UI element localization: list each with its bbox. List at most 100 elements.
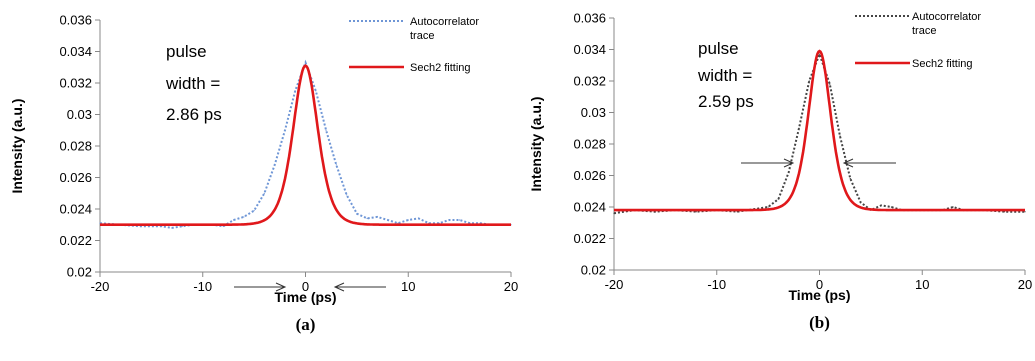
y-tick-label: 0.03	[67, 107, 92, 122]
y-tick-label: 0.024	[59, 202, 92, 217]
trace-data-point	[818, 53, 821, 55]
width-arrow-head	[333, 282, 345, 292]
width-arrow-head	[783, 158, 795, 168]
legend-label: Autocorrelator	[410, 16, 479, 28]
x-axis-title: Time (ps)	[275, 289, 337, 305]
series-sech2-fitting	[614, 49, 1025, 212]
trace-data-point	[952, 206, 954, 208]
trace-data-point	[222, 225, 224, 227]
trace-data-point	[325, 129, 327, 131]
trace-data-point	[356, 213, 358, 215]
trace-data-point	[294, 90, 296, 92]
legend-label-line2: trace	[912, 25, 936, 37]
trace-data-point	[849, 178, 851, 180]
pulse-width-annotation: width =	[165, 74, 220, 93]
trace-data-point	[284, 129, 286, 131]
trace-data-point	[366, 217, 368, 220]
y-tick-label: 0.02	[67, 265, 92, 280]
series-autocorrelator-trace	[613, 51, 1025, 215]
trace-data-point	[161, 225, 163, 227]
x-tick-label: 20	[504, 279, 518, 294]
chart-panel-a: 0.02 0.022 0.024 0.026 0.028 0.03 0.032 0.034 0.…	[9, 13, 518, 335]
y-tick-label: 0.028	[573, 137, 606, 152]
trace-data-point	[387, 219, 389, 221]
trace-data-point	[788, 171, 790, 173]
chart-panel-b: 0.02 0.022 0.024 0.026 0.028 0.03 0.032 0.034 0.…	[528, 11, 1032, 333]
y-tick-label: 0.022	[573, 231, 606, 246]
y-tick-label: 0.036	[573, 11, 606, 26]
trace-data-point	[777, 198, 780, 200]
x-tick-label: 10	[915, 277, 929, 292]
trace-data-point	[140, 225, 142, 227]
trace-data-point	[304, 61, 307, 64]
trace-data-point	[376, 216, 379, 218]
trace-data-point	[253, 209, 255, 212]
trace-data-point	[829, 83, 831, 85]
trace-data-point	[232, 219, 235, 221]
trace-data-point	[274, 164, 276, 166]
panel-caption: (b)	[809, 313, 830, 332]
trace-data-point	[417, 217, 420, 220]
y-axis-title: Intensity (a.u.)	[9, 99, 25, 194]
trace-data-point	[890, 206, 893, 208]
y-tick-label: 0.03	[581, 105, 606, 120]
width-arrow-head	[842, 158, 854, 168]
trace-data-point	[459, 219, 461, 221]
y-tick-label: 0.026	[59, 170, 92, 185]
trace-data-point	[695, 211, 697, 213]
trace-data-point	[263, 192, 265, 194]
y-tick-label: 0.028	[59, 139, 92, 154]
y-tick-label: 0.032	[573, 74, 606, 89]
y-tick-label: 0.034	[59, 44, 92, 59]
pulse-width-annotation: pulse	[698, 39, 739, 58]
trace-data-point	[860, 201, 862, 203]
legend-label: Sech2 fitting	[912, 58, 973, 70]
panel-caption: (a)	[296, 315, 316, 334]
legend-label: Autocorrelator	[912, 11, 981, 23]
pulse-width-annotation: pulse	[166, 42, 207, 61]
trace-data-point	[1024, 211, 1026, 213]
y-tick-label: 0.034	[573, 42, 606, 57]
width-arrow-head	[275, 282, 287, 292]
x-tick-label: -20	[605, 277, 624, 292]
trace-data-point	[407, 219, 409, 221]
legend-label-line2: trace	[410, 30, 434, 42]
trace-data-point	[243, 216, 245, 218]
series-sech2-fitting	[100, 64, 511, 226]
trace-data-point	[315, 90, 317, 92]
series-autocorrelator-trace	[99, 59, 511, 229]
y-tick-label: 0.022	[59, 233, 92, 248]
x-tick-label: 20	[1018, 277, 1032, 292]
trace-data-point	[181, 225, 183, 227]
trace-data-point	[613, 212, 615, 214]
y-tick-label: 0.02	[581, 263, 606, 278]
trace-data-point	[880, 204, 882, 207]
trace-data-point	[839, 135, 841, 137]
y-tick-label: 0.036	[59, 13, 92, 28]
x-tick-label: -10	[707, 277, 726, 292]
x-tick-label: 0	[302, 279, 309, 294]
y-tick-label: 0.024	[573, 200, 606, 215]
x-axis-title: Time (ps)	[789, 287, 851, 303]
trace-data-point	[171, 227, 173, 229]
y-tick-label: 0.026	[573, 168, 606, 183]
pulse-width-annotation: 2.59 ps	[698, 92, 754, 111]
x-tick-label: 10	[401, 279, 415, 294]
legend-label: Sech2 fitting	[410, 62, 471, 74]
x-tick-label: -20	[91, 279, 110, 294]
trace-data-point	[808, 80, 810, 82]
pulse-width-annotation: 2.86 ps	[166, 105, 222, 124]
trace-data-point	[335, 164, 337, 166]
trace-data-point	[346, 194, 348, 196]
x-tick-label: -10	[193, 279, 212, 294]
trace-data-point	[1003, 211, 1006, 213]
pulse-width-annotation: width =	[697, 66, 752, 85]
trace-data-point	[654, 211, 656, 213]
trace-data-point	[448, 219, 450, 221]
trace-data-point	[736, 211, 738, 213]
trace-data-point	[798, 127, 800, 129]
y-axis-title: Intensity (a.u.)	[528, 97, 544, 192]
y-tick-label: 0.032	[59, 76, 92, 91]
x-tick-label: 0	[816, 277, 823, 292]
